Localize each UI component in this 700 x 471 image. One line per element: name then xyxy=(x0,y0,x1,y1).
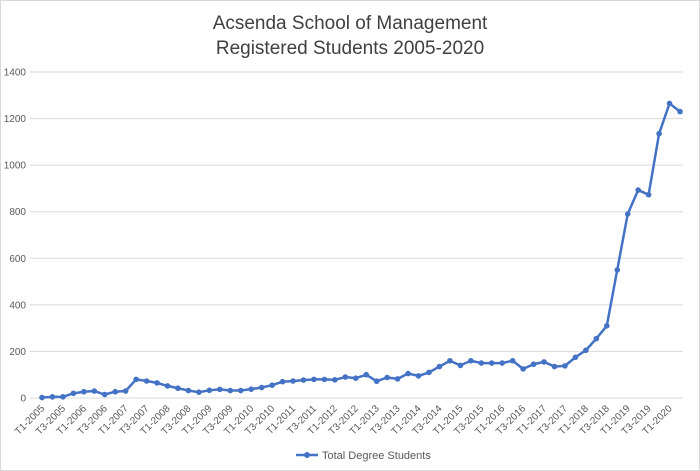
legend-marker xyxy=(304,452,310,458)
legend-label: Total Degree Students xyxy=(322,450,431,462)
data-point xyxy=(666,100,673,107)
data-point xyxy=(279,378,286,385)
data-point xyxy=(635,187,641,193)
data-point xyxy=(394,376,401,382)
data-point xyxy=(49,394,56,400)
y-tick-label: 600 xyxy=(9,254,26,265)
data-point xyxy=(248,386,254,392)
data-point xyxy=(269,382,275,388)
data-point xyxy=(60,394,66,400)
chart-title-line-1: Acsenda School of Management xyxy=(213,13,488,34)
data-point xyxy=(520,366,526,372)
data-point xyxy=(81,388,87,395)
data-point xyxy=(237,387,244,394)
data-point xyxy=(217,386,223,393)
y-tick-label: 0 xyxy=(20,394,26,405)
data-point xyxy=(300,377,307,383)
data-point xyxy=(321,376,328,383)
data-point xyxy=(603,323,610,329)
data-point xyxy=(122,388,129,394)
data-point xyxy=(206,387,213,394)
data-point xyxy=(645,191,652,198)
data-point xyxy=(384,374,390,381)
data-point xyxy=(91,388,98,394)
data-point xyxy=(562,363,568,369)
data-point xyxy=(468,357,474,364)
chart-title-line-2: Registered Students 2005-2020 xyxy=(216,38,484,59)
data-point xyxy=(488,360,495,366)
data-point xyxy=(572,354,579,361)
data-point xyxy=(164,383,171,389)
data-point xyxy=(405,370,411,377)
data-point xyxy=(415,373,422,379)
data-point xyxy=(614,267,621,273)
data-point xyxy=(112,388,119,395)
data-point xyxy=(624,211,631,217)
data-point xyxy=(311,376,317,383)
data-point xyxy=(373,378,380,385)
data-point xyxy=(583,347,589,354)
data-point xyxy=(196,389,202,395)
data-point xyxy=(551,363,558,370)
y-tick-label: 1000 xyxy=(4,161,27,172)
data-point xyxy=(593,335,600,342)
data-point xyxy=(499,360,505,366)
data-point xyxy=(154,380,160,386)
data-point xyxy=(227,387,234,394)
data-point xyxy=(290,378,296,384)
data-point xyxy=(342,374,349,380)
data-point xyxy=(363,371,370,378)
data-point xyxy=(70,390,77,397)
data-point xyxy=(677,108,683,115)
data-point xyxy=(39,394,45,401)
legend: Total Degree Students xyxy=(296,450,431,462)
data-point xyxy=(101,391,108,398)
data-point xyxy=(478,360,485,366)
data-point xyxy=(185,387,192,394)
data-point xyxy=(436,363,443,370)
data-point xyxy=(509,357,516,364)
data-point xyxy=(541,359,547,365)
series-line xyxy=(41,102,681,399)
y-tick-label: 200 xyxy=(9,347,26,358)
y-tick-label: 400 xyxy=(9,300,26,311)
y-tick-label: 800 xyxy=(9,207,26,218)
data-point xyxy=(143,378,150,384)
data-point xyxy=(352,375,359,382)
data-point xyxy=(175,385,181,392)
y-tick-label: 1200 xyxy=(4,114,27,125)
y-tick-label: 1400 xyxy=(4,68,27,79)
data-point xyxy=(332,377,338,383)
data-point xyxy=(457,362,464,369)
data-point xyxy=(656,130,662,137)
data-point xyxy=(258,384,265,391)
data-point xyxy=(447,357,453,364)
data-point xyxy=(426,369,432,376)
data-point xyxy=(133,376,139,383)
data-point xyxy=(530,361,537,368)
